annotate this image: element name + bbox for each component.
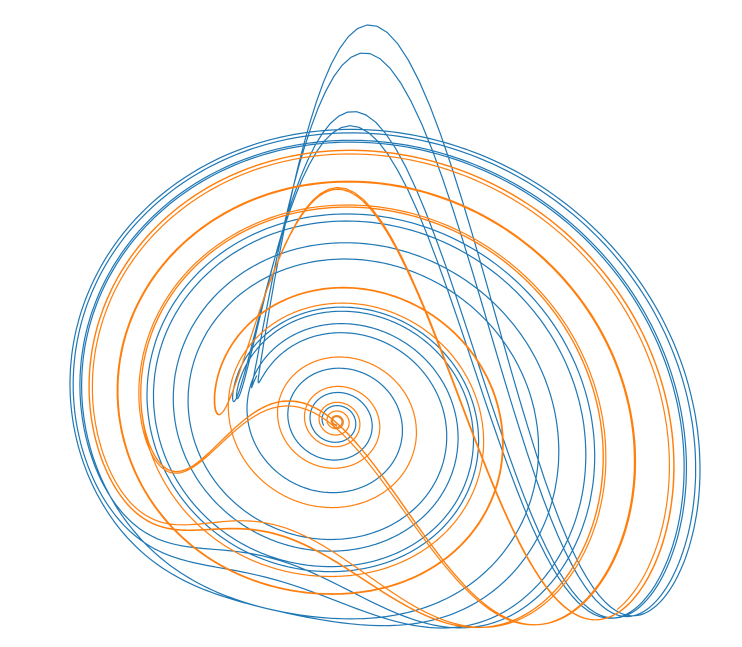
series-line-a	[69, 24, 701, 629]
series-line-b	[88, 149, 675, 629]
